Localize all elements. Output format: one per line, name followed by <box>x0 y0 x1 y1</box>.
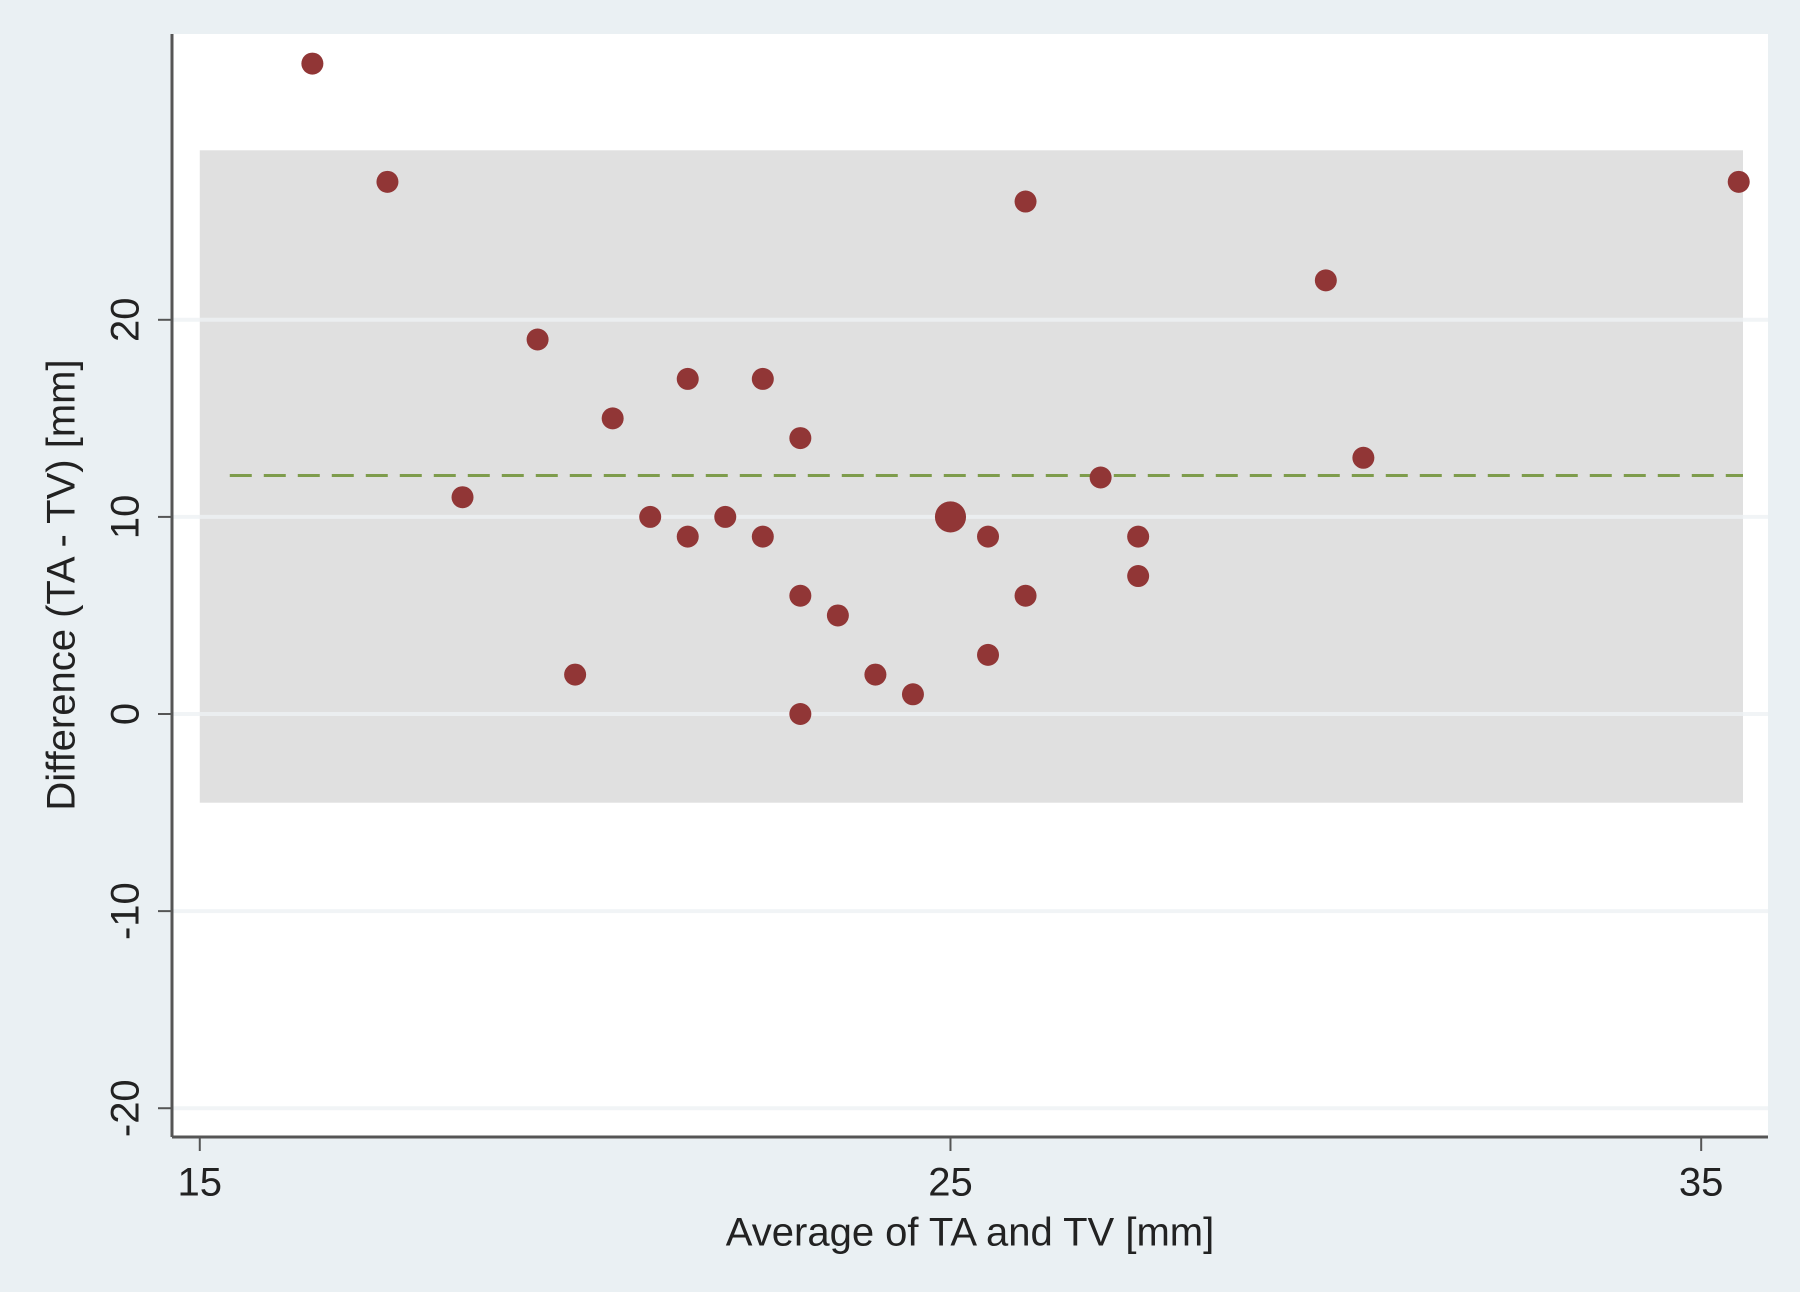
data-point <box>714 505 737 528</box>
data-point <box>676 525 699 548</box>
data-point <box>451 486 474 509</box>
y-tick-label: -20 <box>104 1079 148 1137</box>
data-point <box>1014 190 1037 213</box>
data-point <box>1314 269 1337 292</box>
data-point <box>789 703 812 726</box>
data-point <box>934 501 967 533</box>
data-point <box>789 584 812 607</box>
x-axis-title: Average of TA and TV [mm] <box>726 1211 1214 1255</box>
data-point <box>376 170 399 193</box>
x-tick-label: 15 <box>178 1161 223 1205</box>
data-point <box>301 52 324 75</box>
data-point <box>977 525 1000 548</box>
x-tick-label: 25 <box>928 1161 973 1205</box>
data-point <box>789 427 812 450</box>
data-point <box>864 663 887 686</box>
data-point <box>1352 446 1375 469</box>
data-point <box>1127 565 1150 588</box>
y-tick-label: 10 <box>104 495 148 540</box>
data-point <box>526 328 549 351</box>
data-point <box>1727 170 1750 193</box>
data-point <box>751 525 774 548</box>
data-point <box>1089 466 1112 489</box>
data-point <box>1127 525 1150 548</box>
x-tick-label: 35 <box>1679 1161 1724 1205</box>
data-point <box>564 663 587 686</box>
data-point <box>601 407 624 430</box>
data-point <box>977 643 1000 666</box>
data-point <box>1014 584 1037 607</box>
y-tick-label: 20 <box>104 298 148 343</box>
agreement-band <box>199 150 1743 803</box>
y-tick-label: 0 <box>104 703 148 725</box>
y-tick-label: -10 <box>104 882 148 940</box>
data-point <box>676 367 699 390</box>
data-point <box>901 683 924 706</box>
y-axis-title: Difference (TA - TV) [mm] <box>40 359 84 810</box>
data-point <box>639 505 662 528</box>
data-point <box>826 604 849 627</box>
data-point <box>751 367 774 390</box>
